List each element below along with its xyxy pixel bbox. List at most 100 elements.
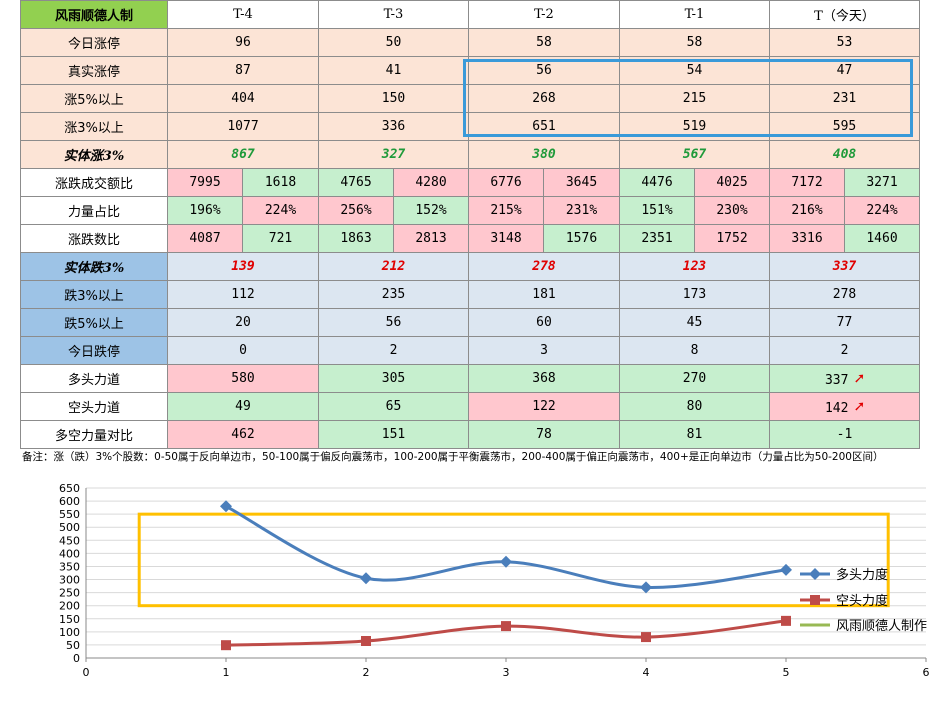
value-cell: 212: [318, 252, 469, 281]
line-chart: 0501001502002503003504004505005506006500…: [59, 482, 930, 679]
value-cell: 1077: [167, 112, 319, 141]
value-cell: 2: [769, 336, 920, 365]
value-cell: 230%: [694, 196, 770, 225]
x-tick-label: 5: [783, 666, 790, 679]
value-text: 380: [532, 147, 556, 162]
row-amount: 涨跌成交额比 7995 1618 4765 4280 6776 3645 4476 4025 71…: [20, 168, 920, 197]
value-text: 181: [532, 287, 556, 302]
up-arrow-icon: ➚: [854, 397, 865, 416]
header-row: 风雨顺德人制 T-4 T-3 T-2 T-1 T（今天）: [20, 0, 920, 29]
value-cell: 3271: [844, 168, 920, 197]
value-text: 45: [686, 315, 703, 330]
legend-label: 多头力度: [836, 567, 888, 583]
up-arrow-icon: ➚: [854, 369, 865, 388]
value-text: 327: [381, 147, 406, 162]
value-text: 123: [682, 259, 707, 274]
value-cell: 305: [318, 364, 469, 393]
value-cell: 65: [318, 392, 469, 421]
row-label: 今日跌停: [20, 336, 168, 365]
value-cell: 151%: [619, 196, 695, 225]
y-tick-label: 100: [59, 626, 80, 639]
value-cell: 7172: [769, 168, 845, 197]
value-cell: 112: [167, 280, 319, 309]
value-text: 58: [686, 35, 703, 50]
value-cell: 231: [769, 84, 920, 113]
y-tick-label: 400: [59, 547, 80, 560]
value-cell: 58: [619, 28, 770, 57]
value-text: 53: [836, 35, 853, 50]
value-text: 50: [385, 35, 402, 50]
value-cell: 567: [619, 140, 770, 169]
value-cell: 1752: [694, 224, 770, 253]
col-header: T-2: [468, 0, 620, 29]
value-text: 77: [836, 315, 853, 330]
data-point: [781, 615, 791, 626]
value-cell: 651: [468, 112, 620, 141]
row-label: 实体涨3%: [20, 140, 168, 169]
legend-marker: [810, 595, 820, 605]
value-text: 87: [235, 63, 251, 78]
value-text: 49: [235, 399, 251, 414]
value-text: 215: [682, 91, 707, 106]
value-cell: 50: [318, 28, 469, 57]
value-cell: 58: [468, 28, 620, 57]
value-cell: 462: [167, 420, 319, 449]
value-text: 56: [536, 63, 552, 78]
value-cell: 122: [468, 392, 620, 421]
value-cell: 408: [769, 140, 920, 169]
row-up3: 涨3%以上 1077 336 651 519 595: [20, 112, 920, 141]
y-tick-label: 450: [59, 534, 80, 547]
value-text: 151: [381, 427, 406, 442]
value-text: 54: [686, 63, 703, 78]
value-cell: 56: [468, 56, 620, 85]
value-cell: 1460: [844, 224, 920, 253]
col-header: T-3: [318, 0, 469, 29]
y-tick-label: 550: [59, 508, 80, 521]
value-text: 142: [824, 401, 849, 416]
row-body_dn: 实体跌3% 139 212 278 123 337: [20, 252, 920, 281]
value-text: 150: [381, 91, 406, 106]
value-cell: 81: [619, 420, 770, 449]
chart-area: 0 50 100 150 200 250 300 350 400 450 500 550 600 650 0…: [0, 470, 949, 700]
value-cell: 196%: [167, 196, 243, 225]
y-tick-label: 600: [59, 495, 80, 508]
value-cell: 77: [769, 308, 920, 337]
value-cell: 519: [619, 112, 770, 141]
value-cell: 8: [619, 336, 770, 365]
row-body_up: 实体涨3% 867 327 380 567 408: [20, 140, 920, 169]
x-tick-label: 1: [223, 666, 230, 679]
market-stats-table: 风雨顺德人制 T-4 T-3 T-2 T-1 T（今天） 今日涨停 96 50 58 5…: [20, 0, 920, 449]
legend-label: 风雨顺德人制作: [836, 619, 927, 634]
value-cell: 1863: [318, 224, 394, 253]
row-up5: 涨5%以上 404 150 268 215 231: [20, 84, 920, 113]
value-cell: 151: [318, 420, 469, 449]
value-text: 2: [389, 343, 398, 358]
value-text: 96: [235, 35, 251, 50]
row-label: 涨跌数比: [20, 224, 168, 253]
value-cell: 224%: [242, 196, 319, 225]
value-cell: 173: [619, 280, 770, 309]
y-tick-label: 50: [66, 639, 80, 652]
value-text: 278: [532, 259, 556, 274]
y-tick-label: 650: [59, 482, 80, 495]
value-text: 336: [381, 119, 406, 134]
value-text: 212: [381, 259, 406, 274]
row-label: 涨跌成交额比: [20, 168, 168, 197]
data-point: [640, 581, 652, 594]
value-cell: 3645: [543, 168, 620, 197]
value-text: 3: [540, 343, 548, 358]
value-cell: 139: [167, 252, 319, 281]
value-cell: 580: [167, 364, 319, 393]
value-cell: 404: [167, 84, 319, 113]
row-ratio: 多空力量对比 462 151 78 81 -1: [20, 420, 920, 449]
y-tick-label: 300: [59, 574, 80, 587]
value-cell: 0: [167, 336, 319, 365]
row-label: 跌5%以上: [20, 308, 168, 337]
value-cell: 231%: [543, 196, 620, 225]
value-text: 519: [682, 119, 707, 134]
value-cell: 216%: [769, 196, 845, 225]
value-cell: 2: [318, 336, 469, 365]
value-cell: 41: [318, 56, 469, 85]
value-cell: 215%: [468, 196, 544, 225]
value-cell: 87: [167, 56, 319, 85]
